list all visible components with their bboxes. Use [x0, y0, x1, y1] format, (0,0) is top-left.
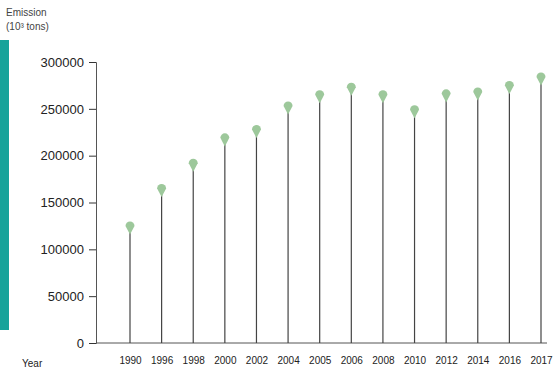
- y-tick-mark: [89, 203, 96, 204]
- y-axis: 0 50000 100000 150000 200000 250000 300000: [41, 55, 97, 351]
- x-tick-label: 2000: [214, 355, 237, 366]
- x-tick-label: 1998: [183, 355, 206, 366]
- x-tick: 1998: [183, 355, 206, 366]
- stem: [161, 188, 162, 343]
- x-tick-label: 1996: [151, 355, 174, 366]
- dot: [410, 105, 419, 118]
- stem: [256, 129, 257, 343]
- x-tick: 2002: [246, 355, 269, 366]
- dot: [473, 87, 482, 100]
- stem: [319, 95, 320, 343]
- stem: [540, 77, 541, 343]
- x-tick: 2008: [372, 355, 395, 366]
- y-axis-line: [89, 63, 97, 344]
- x-axis: 1990 1996 1998 2000 2002 2004 2005 2006 2008 2010…: [96, 343, 553, 366]
- y-tick-label: 200000: [41, 148, 84, 163]
- y-tick-mark: [89, 249, 96, 250]
- x-axis-line: [96, 343, 547, 344]
- y-tick-mark: [89, 62, 96, 63]
- chart: 0 50000 100000 150000 200000 250000 300000 1990…: [0, 0, 559, 377]
- plot-area: [126, 72, 546, 343]
- x-tick: 2017: [530, 355, 553, 366]
- stem: [351, 87, 352, 343]
- decoration: [0, 40, 9, 330]
- y-tick: 200000: [41, 148, 96, 163]
- dot: [537, 72, 546, 85]
- dot: [220, 133, 229, 146]
- y-tick-label: 300000: [41, 55, 84, 70]
- x-tick: 1990: [119, 355, 142, 366]
- y-axis-title: Emission: [6, 7, 47, 18]
- x-tick-label: 2008: [372, 355, 395, 366]
- y-tick-label: 0: [77, 336, 84, 351]
- stem: [382, 95, 383, 343]
- x-tick-label: 2002: [246, 355, 269, 366]
- dot: [505, 81, 514, 94]
- y-tick: 250000: [41, 101, 96, 116]
- dot: [442, 89, 451, 102]
- stem: [509, 85, 510, 343]
- y-tick-mark: [89, 109, 96, 110]
- y-tick: 100000: [41, 242, 96, 257]
- x-tick-label: 2017: [530, 355, 553, 366]
- y-tick: 0: [77, 336, 96, 351]
- x-tick: 2010: [404, 355, 427, 366]
- dot: [378, 90, 387, 103]
- y-axis-title: (10³ tons): [6, 21, 49, 32]
- x-tick-label: 2010: [404, 355, 427, 366]
- dot: [347, 83, 356, 96]
- y-tick-label: 150000: [41, 195, 84, 210]
- x-tick-label: 2004: [277, 355, 300, 366]
- stem: [224, 138, 225, 343]
- x-tick: 2005: [309, 355, 332, 366]
- x-tick-label: 2005: [309, 355, 332, 366]
- stem: [477, 92, 478, 343]
- dot: [284, 102, 293, 115]
- stem: [446, 94, 447, 343]
- x-tick: 2004: [277, 355, 300, 366]
- x-tick: 2016: [499, 355, 522, 366]
- stem: [287, 106, 288, 343]
- x-tick-label: 2012: [436, 355, 459, 366]
- x-tick: 2014: [467, 355, 490, 366]
- y-tick-mark: [89, 343, 96, 344]
- y-tick: 150000: [41, 195, 96, 210]
- stem: [414, 110, 415, 343]
- x-tick: 1996: [151, 355, 174, 366]
- stem: [129, 226, 130, 343]
- y-tick: 300000: [41, 55, 96, 70]
- dot: [189, 159, 198, 172]
- dot: [157, 184, 166, 197]
- x-tick: 2000: [214, 355, 237, 366]
- y-tick: 50000: [48, 289, 96, 304]
- x-tick-label: 2014: [467, 355, 490, 366]
- y-tick-label: 100000: [41, 242, 84, 257]
- x-tick: 2006: [341, 355, 364, 366]
- y-tick-mark: [89, 156, 96, 157]
- x-tick-label: 2016: [499, 355, 522, 366]
- stem: [193, 163, 194, 343]
- x-tick-label: 2006: [341, 355, 364, 366]
- dot: [252, 125, 261, 138]
- x-tick-label: 1990: [119, 355, 142, 366]
- dot: [315, 90, 324, 103]
- dot: [126, 221, 135, 234]
- y-tick-mark: [89, 296, 96, 297]
- x-axis-title: Year: [22, 358, 43, 369]
- y-tick-label: 50000: [48, 289, 84, 304]
- y-tick-label: 250000: [41, 101, 84, 116]
- x-tick: 2012: [436, 355, 459, 366]
